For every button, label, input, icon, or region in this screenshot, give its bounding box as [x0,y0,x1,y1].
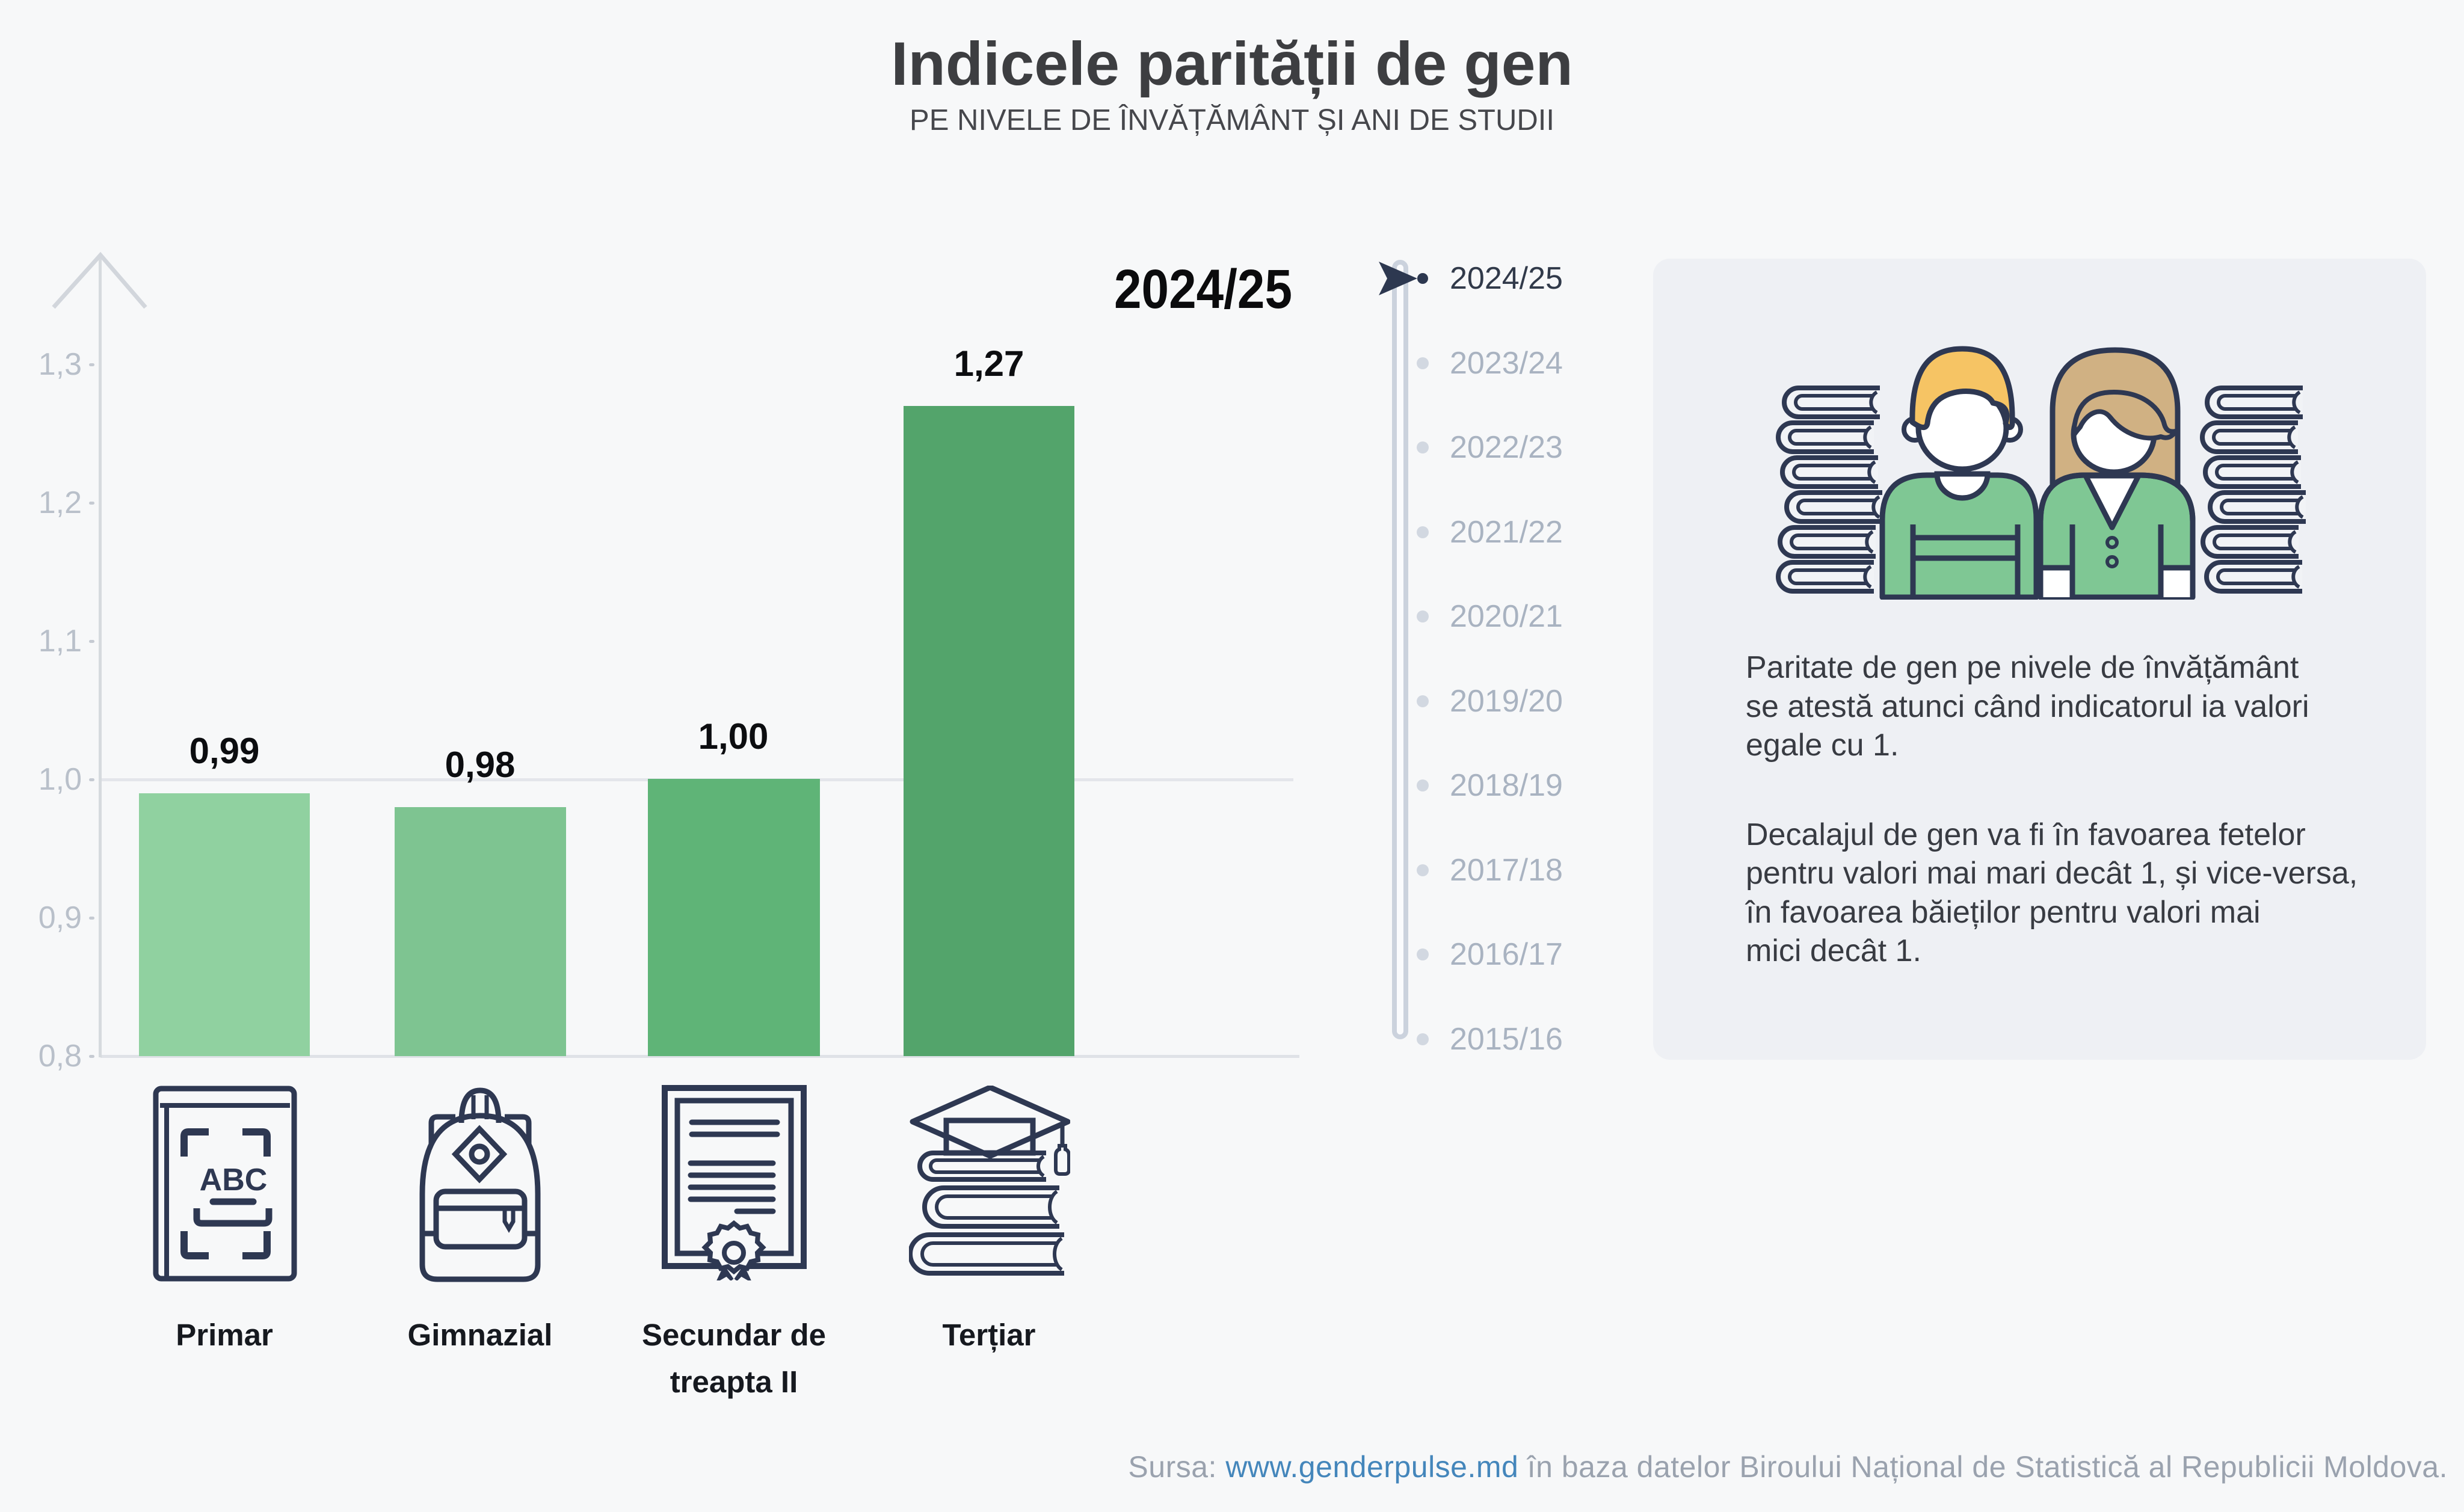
svg-text:ABC: ABC [200,1163,268,1197]
